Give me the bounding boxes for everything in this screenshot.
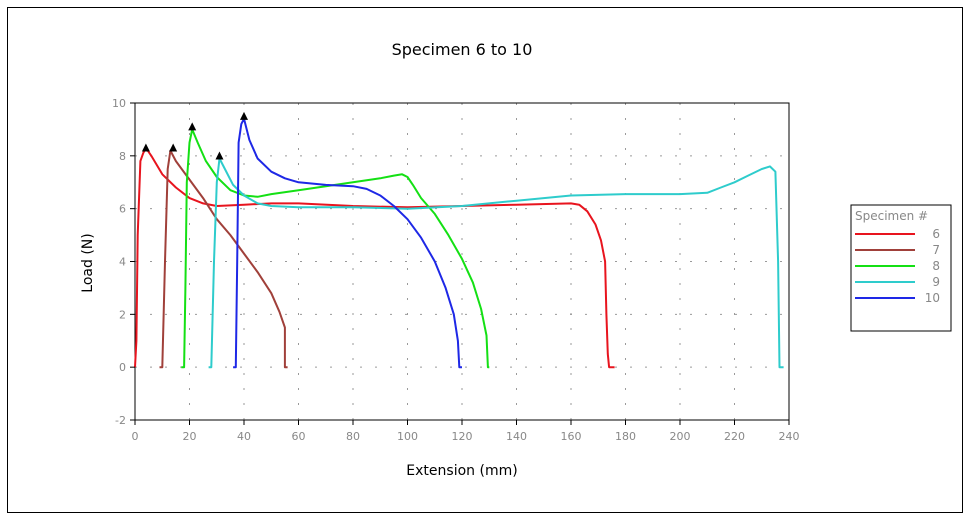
series-line-6 bbox=[134, 146, 615, 369]
chart-frame: 0 20 40 60 80 100 120 140 160 180 200 220 240 -2 0 2 4 6 8… bbox=[7, 7, 963, 513]
legend-box bbox=[850, 204, 952, 332]
y-tick-label: 0 bbox=[119, 361, 126, 374]
grid-layer bbox=[135, 103, 789, 420]
legend-label-10: 10 bbox=[925, 291, 940, 305]
x-tick-label: 140 bbox=[506, 430, 527, 443]
legend-label-9: 9 bbox=[932, 275, 940, 289]
y-tick-label: 6 bbox=[119, 203, 126, 216]
x-tick-label: 200 bbox=[670, 430, 691, 443]
peak-marker-8 bbox=[188, 122, 197, 131]
x-tick-label: 120 bbox=[452, 430, 473, 443]
legend-label-7: 7 bbox=[932, 243, 940, 257]
x-tick-label: 100 bbox=[397, 430, 418, 443]
x-tick-label: 220 bbox=[724, 430, 745, 443]
y-tick-label: 10 bbox=[112, 97, 126, 110]
legend: Specimen # 6 7 8 9 10 bbox=[850, 204, 952, 332]
y-tick-label: 2 bbox=[119, 308, 126, 321]
x-tick-label: 80 bbox=[346, 430, 360, 443]
x-tick-label: 40 bbox=[237, 430, 251, 443]
x-tick-label: 60 bbox=[292, 430, 306, 443]
y-axis-label: Load (N) bbox=[80, 233, 96, 292]
ticks-layer: 0 20 40 60 80 100 120 140 160 180 200 220 240 -2 0 2 4 6 8… bbox=[112, 97, 800, 443]
x-tick-label: 0 bbox=[132, 430, 139, 443]
y-tick-label: -2 bbox=[115, 414, 126, 427]
y-tick-label: 8 bbox=[119, 150, 126, 163]
series-layer bbox=[134, 111, 784, 369]
y-tick-label: 4 bbox=[119, 256, 126, 269]
legend-items: 6 7 8 9 10 bbox=[855, 227, 940, 305]
peak-marker-6 bbox=[141, 143, 150, 152]
legend-label-6: 6 bbox=[932, 227, 940, 241]
series-line-8 bbox=[181, 128, 490, 369]
x-tick-label: 180 bbox=[615, 430, 636, 443]
peak-marker-9 bbox=[215, 151, 224, 160]
series-line-10 bbox=[233, 117, 462, 369]
chart-title: Specimen 6 to 10 bbox=[392, 40, 533, 59]
peak-marker-10 bbox=[240, 111, 248, 120]
series-line-9 bbox=[208, 157, 784, 369]
legend-label-8: 8 bbox=[932, 259, 940, 273]
series-line-7 bbox=[159, 149, 288, 369]
x-axis-label: Extension (mm) bbox=[406, 463, 517, 479]
chart-svg: 0 20 40 60 80 100 120 140 160 180 200 220 240 -2 0 2 4 6 8… bbox=[80, 40, 952, 479]
x-tick-label: 240 bbox=[779, 430, 800, 443]
peak-marker-7 bbox=[169, 143, 178, 152]
legend-title: Specimen # bbox=[855, 209, 928, 223]
x-tick-label: 20 bbox=[183, 430, 197, 443]
x-tick-label: 160 bbox=[561, 430, 582, 443]
